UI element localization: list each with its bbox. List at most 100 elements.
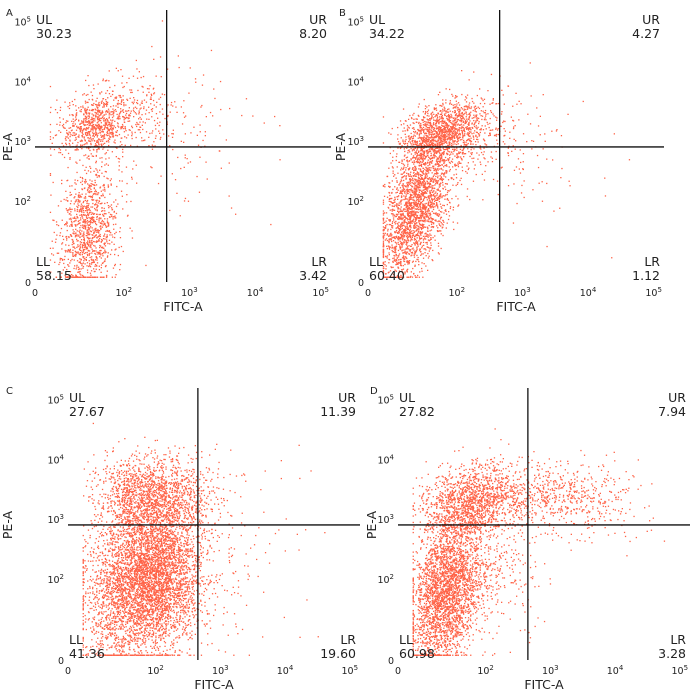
data-point <box>79 229 81 231</box>
data-point <box>88 241 91 243</box>
data-point <box>102 185 104 187</box>
data-point <box>433 134 435 136</box>
data-point <box>110 114 112 116</box>
data-point <box>82 242 85 244</box>
data-point <box>116 130 118 132</box>
data-point <box>435 172 437 175</box>
data-point <box>435 202 438 204</box>
data-point <box>89 246 91 248</box>
data-point <box>399 240 401 242</box>
data-point <box>453 174 455 176</box>
data-point <box>415 260 417 263</box>
data-point <box>406 224 408 226</box>
x-axis-title: FITC-A <box>163 299 203 314</box>
data-point <box>70 217 72 219</box>
data-point <box>406 203 408 205</box>
data-point <box>101 161 103 163</box>
data-point <box>426 213 428 215</box>
data-point <box>383 195 386 197</box>
data-point <box>111 234 113 236</box>
data-point <box>428 218 430 220</box>
data-point <box>410 132 412 135</box>
data-point <box>430 229 433 231</box>
data-point <box>429 230 431 232</box>
data-point <box>427 257 430 259</box>
data-point <box>420 216 422 218</box>
data-point <box>108 207 110 209</box>
data-point <box>90 276 92 278</box>
data-point <box>396 196 398 198</box>
data-point <box>438 123 440 125</box>
data-point <box>119 237 122 239</box>
data-point <box>86 212 89 214</box>
data-point <box>96 140 98 142</box>
data-point <box>78 199 80 201</box>
data-point <box>107 129 109 131</box>
data-point <box>406 217 408 219</box>
data-point <box>412 202 414 204</box>
scatter-points <box>382 62 631 278</box>
data-point <box>108 117 110 119</box>
data-point <box>103 127 106 130</box>
data-point <box>90 246 92 249</box>
data-point <box>409 249 412 251</box>
data-point <box>400 210 402 212</box>
data-point <box>68 209 70 211</box>
data-point <box>87 183 89 185</box>
data-point <box>396 261 398 263</box>
data-point <box>138 110 140 112</box>
data-point <box>131 178 133 180</box>
data-point <box>450 113 452 116</box>
data-point <box>439 196 441 198</box>
data-point <box>434 178 436 180</box>
data-point <box>78 222 80 224</box>
data-point <box>69 132 71 134</box>
data-point <box>398 208 400 210</box>
data-point <box>418 261 420 263</box>
data-point <box>95 255 97 258</box>
data-point <box>393 257 395 259</box>
data-point <box>116 135 119 137</box>
data-point <box>98 235 100 238</box>
data-point <box>65 136 67 138</box>
data-point <box>433 165 435 167</box>
data-point <box>426 170 428 173</box>
data-point <box>395 192 397 194</box>
data-point <box>469 115 471 118</box>
data-point <box>406 257 408 260</box>
data-point <box>199 131 201 133</box>
data-point <box>480 115 482 117</box>
data-point <box>397 226 399 229</box>
data-point <box>84 276 86 278</box>
data-point <box>420 202 422 204</box>
data-point <box>450 177 453 180</box>
data-point <box>441 155 443 157</box>
data-point <box>419 223 421 226</box>
data-point <box>108 93 111 95</box>
data-point <box>113 210 115 213</box>
data-point <box>413 205 415 207</box>
data-point <box>107 128 109 130</box>
data-point <box>62 118 64 120</box>
data-point <box>400 228 402 230</box>
data-point <box>424 105 427 107</box>
data-point <box>404 234 406 237</box>
data-point <box>97 231 100 233</box>
data-point <box>71 185 73 187</box>
data-point <box>438 119 440 121</box>
data-point <box>90 188 92 191</box>
data-point <box>435 160 438 162</box>
data-point <box>426 173 428 176</box>
data-point <box>219 125 221 127</box>
data-point <box>406 192 408 195</box>
data-point <box>413 213 415 216</box>
data-point <box>174 179 177 181</box>
data-point <box>99 225 102 227</box>
data-point <box>154 145 156 147</box>
data-point <box>105 230 107 232</box>
data-point <box>410 217 412 219</box>
data-point <box>407 189 409 191</box>
data-point <box>434 195 436 197</box>
data-point <box>398 237 400 239</box>
data-point <box>104 233 106 235</box>
